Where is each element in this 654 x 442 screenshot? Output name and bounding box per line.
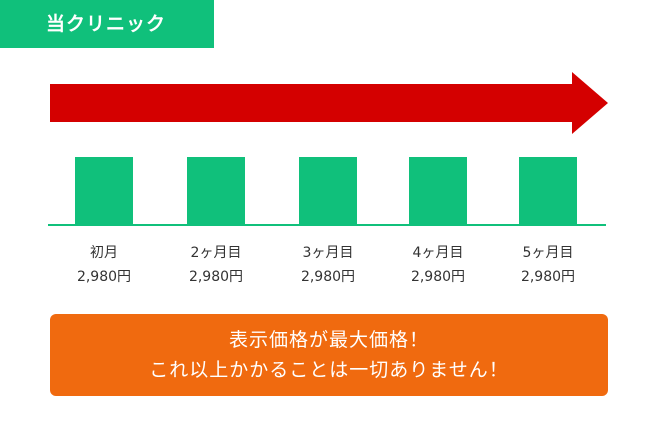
bar-4 xyxy=(409,157,467,225)
clinic-tab-label: 当クリニック xyxy=(0,0,214,48)
bar-5 xyxy=(519,157,577,225)
price-label-2: 2,980円 xyxy=(188,269,244,285)
bar-2 xyxy=(187,157,245,225)
arrow-shape xyxy=(50,72,608,134)
month-label-1: 初月 xyxy=(90,245,118,261)
month-label-2: 2ヶ月目 xyxy=(190,245,242,261)
notice-line-2: これ以上かかることは一切ありません！ xyxy=(149,359,509,381)
bar-3 xyxy=(299,157,357,225)
price-label-3: 2,980円 xyxy=(300,269,356,285)
price-label-4: 2,980円 xyxy=(410,269,466,285)
month-label-4: 4ヶ月目 xyxy=(412,245,464,261)
month-label-3: 3ヶ月目 xyxy=(302,245,354,261)
price-label-5: 2,980円 xyxy=(520,269,576,285)
price-label-1: 2,980円 xyxy=(76,269,132,285)
bar-1 xyxy=(75,157,133,225)
notice-line-1: 表示価格が最大価格！ xyxy=(228,329,429,351)
month-label-5: 5ヶ月目 xyxy=(522,245,574,261)
price-notice-banner: 表示価格が最大価格！ これ以上かかることは一切ありません！ xyxy=(50,314,608,396)
